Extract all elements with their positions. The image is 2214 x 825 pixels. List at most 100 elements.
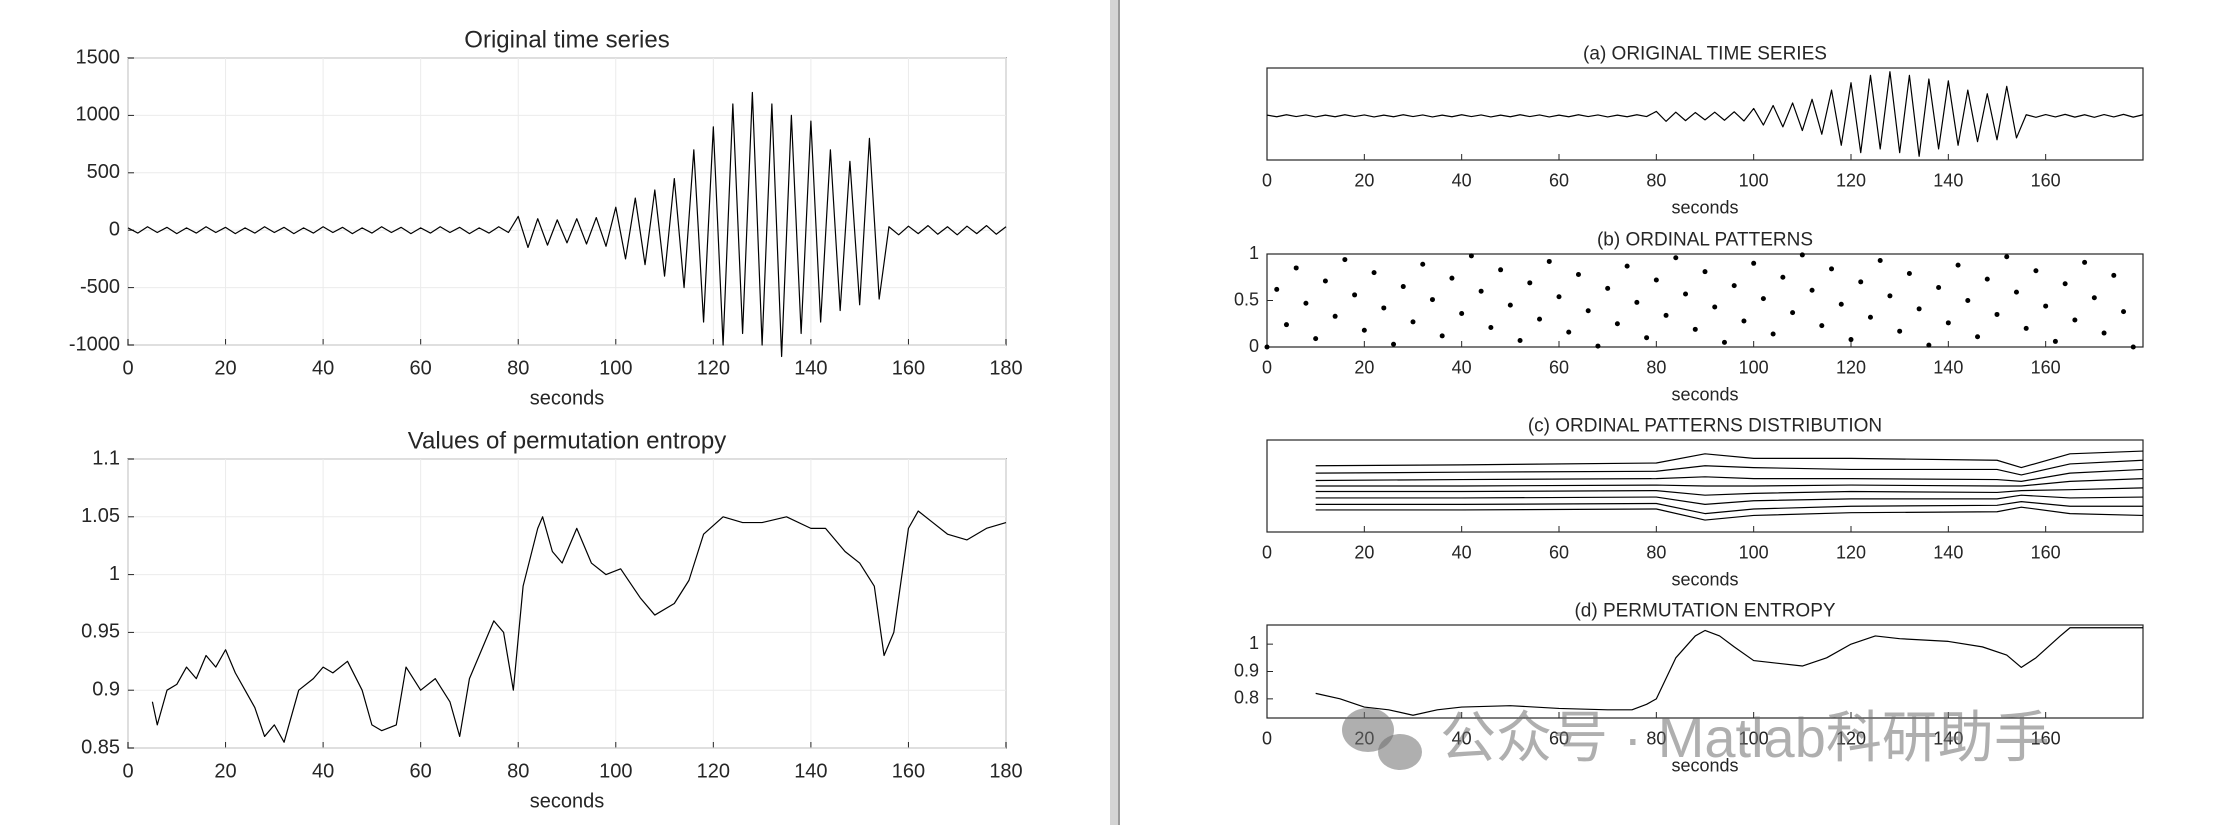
chart-title: (c) ORDINAL PATTERNS DISTRIBUTION	[1528, 416, 1882, 437]
data-point	[1955, 262, 1961, 268]
y-tick-label: 0	[109, 218, 120, 240]
data-line	[1315, 506, 2144, 521]
x-tick-label: 60	[1549, 170, 1569, 190]
data-line	[1315, 478, 2144, 487]
x-tick-label: 160	[2031, 542, 2061, 562]
data-line	[151, 510, 1007, 743]
x-tick-label: 180	[989, 760, 1022, 782]
data-point	[1391, 341, 1397, 347]
data-point	[2101, 330, 2107, 336]
x-tick-label: 40	[1452, 542, 1472, 562]
chart-title: Values of permutation entropy	[408, 428, 726, 455]
data-point	[1975, 334, 1981, 340]
data-point	[2111, 272, 2117, 278]
data-point	[1468, 253, 1474, 259]
data-point	[1653, 277, 1659, 283]
x-tick-label: 120	[1836, 728, 1866, 748]
data-point	[1556, 294, 1562, 300]
x-tick-label: 60	[1549, 728, 1569, 748]
data-point	[2052, 338, 2058, 344]
data-point	[1770, 331, 1776, 337]
x-tick-label: 20	[214, 760, 236, 782]
x-tick-label: 40	[312, 760, 334, 782]
data-line	[1315, 501, 2143, 515]
x-tick-label: 20	[1354, 170, 1374, 190]
data-point	[1546, 258, 1552, 264]
window-divider	[1110, 0, 1118, 825]
axes-frame	[127, 57, 1007, 346]
data-point	[1313, 336, 1319, 342]
data-point	[2033, 268, 2039, 274]
data-point	[1624, 263, 1630, 269]
x-tick-label: 100	[599, 357, 632, 379]
data-point	[1459, 311, 1465, 317]
y-tick-label: 1	[109, 563, 120, 585]
data-point	[1809, 287, 1815, 293]
data-point	[1644, 335, 1650, 341]
data-point	[1984, 276, 1990, 282]
data-point	[2130, 344, 2136, 350]
data-point	[1361, 327, 1367, 333]
data-point	[1264, 344, 1270, 350]
chart: 0 20 40 60 80 100 120 140 160 180 -1000 -500 0 500 100…	[69, 27, 1023, 410]
x-tick-label: 160	[892, 760, 925, 782]
data-point	[1614, 321, 1620, 327]
x-tick-label: 0	[122, 357, 133, 379]
x-tick-label: 100	[1739, 357, 1769, 377]
y-tick-label: 1.1	[92, 447, 120, 469]
x-axis-label: seconds	[1671, 384, 1738, 404]
data-point	[1322, 278, 1328, 284]
chart: 0 20 40 60 80 100 120 140 160 180 0.85 0.9 0.95 1 1.05…	[81, 428, 1023, 813]
axes-frame	[1266, 253, 2144, 348]
data-point	[1790, 310, 1796, 316]
y-tick-label: 0	[1249, 336, 1259, 356]
x-tick-label: 60	[1549, 357, 1569, 377]
data-point	[1751, 260, 1757, 266]
x-axis-label: seconds	[530, 387, 605, 409]
chart: 0 20 40 60 80 100 120 140 160 (a) ORIGINAL TIME S…	[1262, 44, 2144, 217]
data-point	[1595, 343, 1601, 349]
x-tick-label: 60	[410, 760, 432, 782]
data-point	[1994, 311, 2000, 317]
x-tick-label: 100	[1739, 542, 1769, 562]
x-tick-label: 80	[1646, 357, 1666, 377]
data-point	[1429, 297, 1435, 303]
axes-frame	[1266, 624, 2144, 719]
x-tick-label: 140	[1933, 357, 1963, 377]
data-point	[2023, 325, 2029, 331]
data-point	[2043, 303, 2049, 309]
x-tick-label: 80	[507, 357, 529, 379]
data-point	[1371, 270, 1377, 276]
x-tick-label: 100	[1739, 170, 1769, 190]
charts: 0 20 40 60 80 100 120 140 160 180-1000-5000500100…	[69, 27, 2144, 813]
data-line	[1266, 71, 2144, 157]
x-tick-label: 160	[892, 357, 925, 379]
data-point	[1283, 322, 1289, 328]
x-tick-label: 160	[2031, 357, 2061, 377]
data-point	[2062, 281, 2068, 287]
data-point	[2082, 259, 2088, 265]
data-point	[1867, 314, 1873, 320]
data-point	[1605, 285, 1611, 291]
x-tick-label: 120	[697, 357, 730, 379]
y-tick-label: 500	[87, 161, 120, 183]
x-tick-label: 40	[1452, 170, 1472, 190]
data-point	[1780, 274, 1786, 280]
x-tick-label: 0	[122, 760, 133, 782]
data-line	[1315, 468, 2144, 482]
y-tick-label: 0.8	[1234, 688, 1259, 708]
x-tick-label: 20	[1354, 542, 1374, 562]
y-tick-label: 1000	[76, 104, 121, 126]
data-line	[1315, 627, 2143, 716]
x-axis-label: seconds	[1671, 569, 1738, 589]
data-point	[1945, 320, 1951, 326]
watermark: 公众号 · Matlab科研助手	[1440, 706, 2050, 769]
data-point	[1566, 329, 1572, 335]
x-tick-label: 140	[794, 760, 827, 782]
data-point	[1352, 292, 1358, 298]
data-point	[1478, 288, 1484, 294]
x-tick-label: 60	[410, 357, 432, 379]
x-tick-label: 140	[1933, 170, 1963, 190]
x-axis-label: seconds	[1671, 755, 1738, 775]
